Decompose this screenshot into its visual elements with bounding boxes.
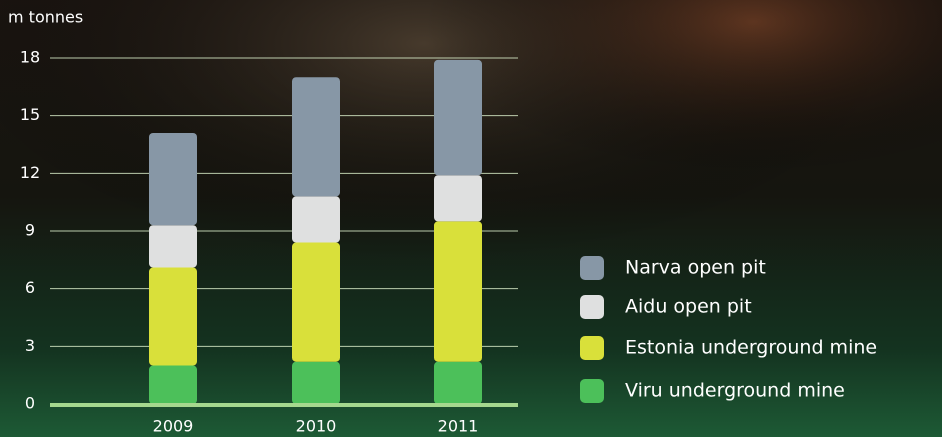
bar-segment xyxy=(292,196,340,243)
x-tick-label: 2010 xyxy=(296,417,337,436)
y-tick-label: 15 xyxy=(20,105,40,124)
x-tick-label: 2011 xyxy=(438,417,479,436)
plot: 0 3 6 9 12 15 18 2009 2010 2011 Narva open pit Aidu… xyxy=(20,48,877,436)
legend-label: Estonia underground mine xyxy=(625,337,877,359)
bar-segment xyxy=(292,242,340,362)
bar-segment xyxy=(149,132,197,226)
x-tick-label: 2009 xyxy=(153,417,194,436)
y-axis-label: m tonnes xyxy=(8,8,83,27)
bar-segment xyxy=(292,361,340,404)
legend-label: Aidu open pit xyxy=(625,296,752,318)
legend-swatch xyxy=(580,256,604,280)
legend-swatch xyxy=(580,295,604,319)
y-tick-label: 12 xyxy=(20,163,40,182)
bar-segment xyxy=(434,361,482,404)
legend-swatch xyxy=(580,336,604,360)
bar-segment xyxy=(434,175,482,222)
y-tick-label: 0 xyxy=(25,394,35,413)
y-tick-label: 6 xyxy=(25,278,35,297)
bar-segment xyxy=(434,221,482,362)
y-tick-label: 3 xyxy=(25,336,35,355)
bar-segment xyxy=(149,267,197,366)
bar-segment xyxy=(434,59,482,176)
y-tick-label: 18 xyxy=(20,48,40,67)
bar-segment xyxy=(292,77,340,197)
bar-segment xyxy=(149,365,197,404)
y-tick-label: 9 xyxy=(25,221,35,240)
bar-segment xyxy=(149,225,197,268)
legend-label: Viru underground mine xyxy=(625,380,845,402)
legend-swatch xyxy=(580,379,604,403)
legend-label: Narva open pit xyxy=(625,257,766,279)
